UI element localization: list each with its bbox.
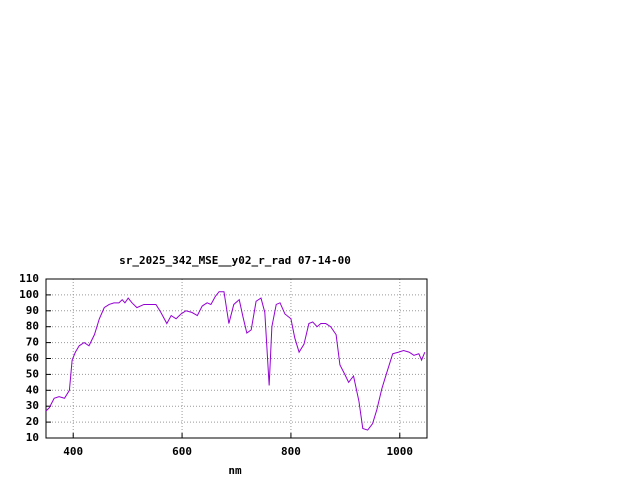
x-tick-label: 600 bbox=[172, 445, 192, 458]
y-tick-label: 80 bbox=[26, 320, 39, 333]
y-tick-label: 30 bbox=[26, 399, 39, 412]
y-tick-label: 90 bbox=[26, 304, 39, 317]
x-tick-label: 800 bbox=[281, 445, 301, 458]
y-tick-label: 100 bbox=[19, 288, 39, 301]
plot-frame bbox=[45, 278, 428, 439]
x-axis-label: nm bbox=[228, 464, 242, 477]
y-tick-label: 110 bbox=[19, 272, 39, 285]
y-tick-label: 40 bbox=[26, 383, 39, 396]
data-line bbox=[45, 291, 426, 431]
y-tick-label: 20 bbox=[26, 415, 39, 428]
x-tick-label: 1000 bbox=[387, 445, 414, 458]
y-tick-label: 60 bbox=[26, 352, 39, 365]
y-tick-label: 10 bbox=[26, 431, 39, 444]
y-tick-label: 50 bbox=[26, 367, 39, 380]
x-tick-label: 400 bbox=[63, 445, 83, 458]
y-tick-label: 70 bbox=[26, 336, 39, 349]
chart-title: sr_2025_342_MSE__y02_r_rad 07-14-00 bbox=[119, 254, 351, 267]
